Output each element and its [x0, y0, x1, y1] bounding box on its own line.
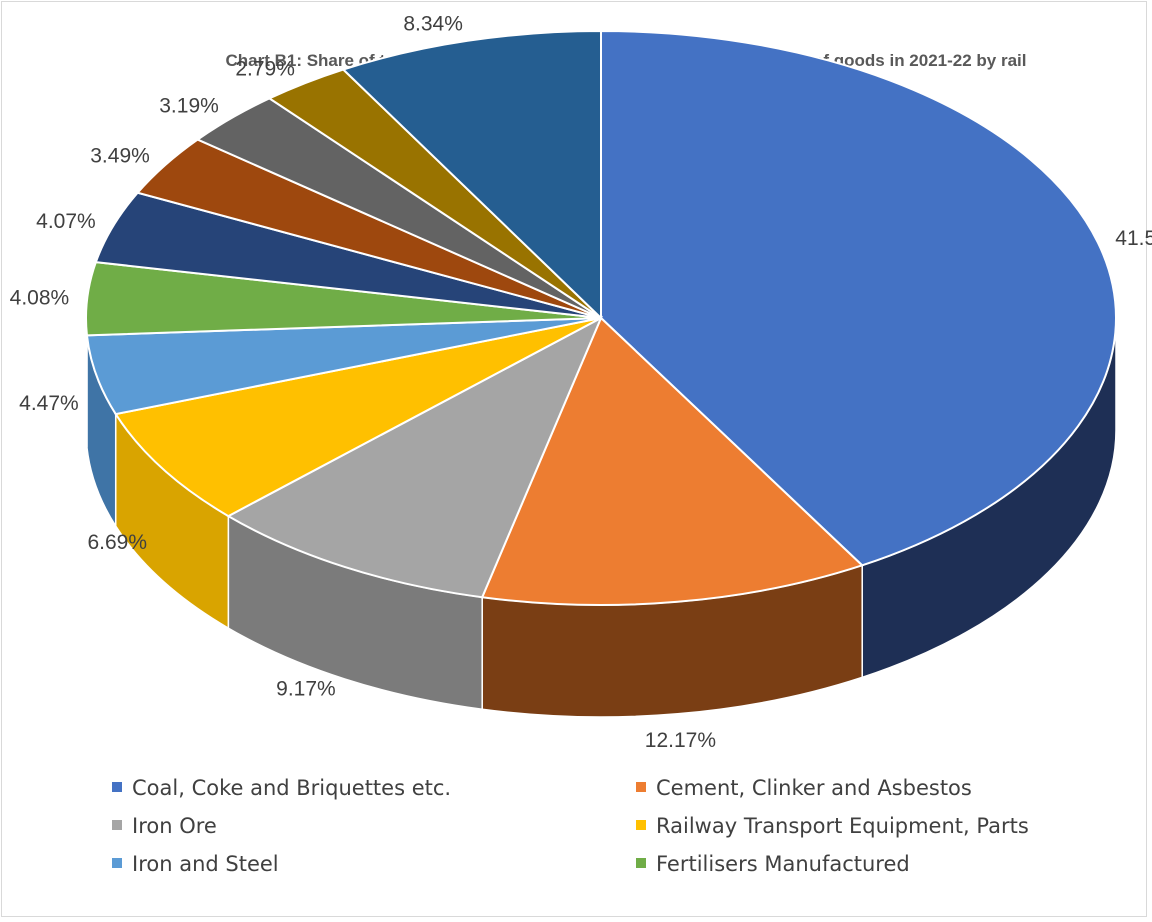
pie-side-walls	[85, 317, 1117, 718]
pie-top-slices	[85, 29, 1117, 606]
pie-slice-4	[114, 317, 602, 518]
legend-item-coal-coke-and-briquettes-etc: Coal, Coke and Briquettes etc.	[112, 776, 451, 800]
legend-item-railway-transport-equipment-parts: Railway Transport Equipment, Parts	[636, 814, 1029, 838]
legend-item-iron-ore: Iron Ore	[112, 814, 217, 838]
data-label-4: 6.69%	[87, 531, 147, 554]
legend-label: Iron Ore	[132, 814, 217, 838]
legend-swatch	[112, 858, 122, 868]
legend-label: Railway Transport Equipment, Parts	[656, 814, 1029, 838]
data-label-1: 41.53%	[1115, 227, 1152, 250]
legend-item-cement-clinker-and-asbestos: Cement, Clinker and Asbestos	[636, 776, 972, 800]
legend-swatch	[112, 782, 122, 792]
legend-swatch	[636, 782, 646, 792]
legend-label: Fertilisers Manufactured	[656, 852, 910, 876]
legend-swatch	[636, 820, 646, 830]
data-label-5: 4.47%	[19, 392, 79, 415]
legend: Coal, Coke and Briquettes etc. Cement, Cl…	[112, 776, 1029, 876]
legend-swatch	[636, 858, 646, 868]
legend-label: Cement, Clinker and Asbestos	[656, 776, 972, 800]
data-label-8: 3.49%	[90, 145, 150, 168]
data-label-9: 3.19%	[159, 94, 219, 117]
data-labels: 41.53% 12.17% 9.17% 6.69% 4.47% 4.08% 4.07% 3.4…	[10, 12, 1152, 752]
data-label-11: 8.34%	[403, 12, 463, 35]
data-label-6: 4.08%	[10, 286, 70, 309]
data-label-10: 2.79%	[235, 57, 295, 80]
legend-swatch	[112, 820, 122, 830]
legend-label: Coal, Coke and Briquettes etc.	[132, 776, 451, 800]
pie-slice-1	[600, 29, 1117, 567]
data-label-3: 9.17%	[276, 677, 336, 700]
legend-item-fertilisers-manufactured: Fertilisers Manufactured	[636, 852, 910, 876]
pie-slice-11	[341, 29, 602, 321]
pie-slice-3	[226, 315, 604, 599]
pie-slice-2	[480, 316, 865, 606]
data-label-7: 4.07%	[36, 210, 96, 233]
data-label-2: 12.17%	[645, 729, 716, 752]
legend-item-iron-and-steel: Iron and Steel	[112, 852, 279, 876]
legend-label: Iron and Steel	[132, 852, 279, 876]
